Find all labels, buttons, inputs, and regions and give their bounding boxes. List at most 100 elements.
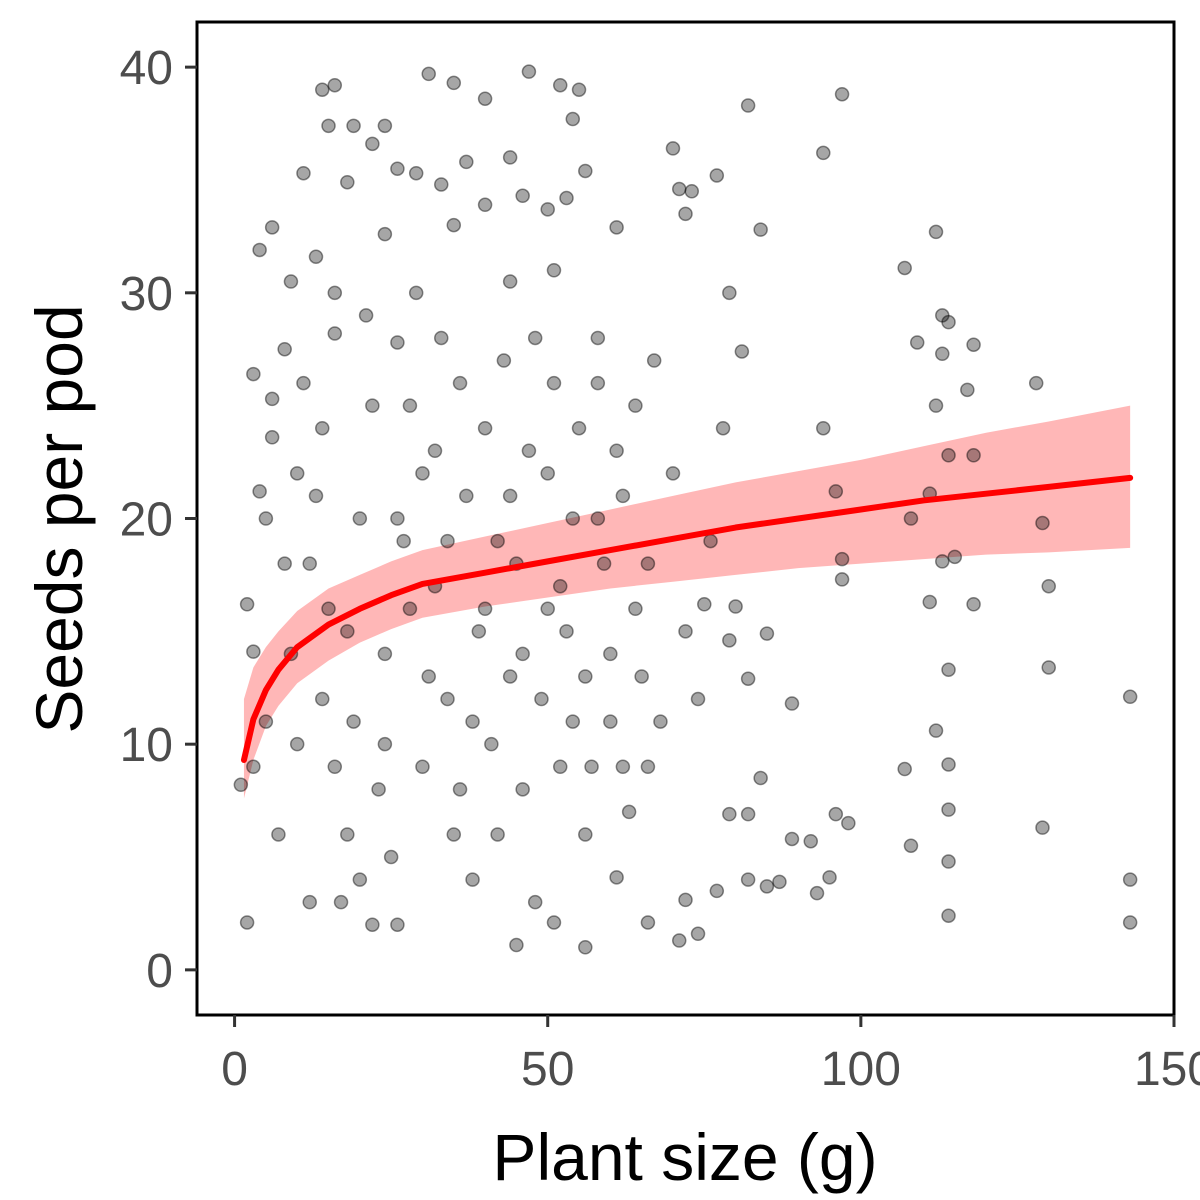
data-point <box>722 285 737 301</box>
data-point <box>609 870 624 885</box>
data-point <box>922 594 937 610</box>
y-tick-label: 20 <box>120 494 173 547</box>
data-point <box>390 511 405 526</box>
data-point <box>565 511 581 526</box>
data-point <box>941 854 956 869</box>
data-point <box>552 578 568 594</box>
y-tick-label: 10 <box>120 719 173 772</box>
data-point <box>684 184 700 199</box>
data-point <box>402 601 418 617</box>
data-point <box>377 646 393 662</box>
data-point <box>296 375 311 391</box>
data-point <box>246 366 261 382</box>
data-point <box>941 908 956 923</box>
data-point <box>678 206 693 222</box>
data-point <box>828 484 844 499</box>
data-point <box>289 466 305 481</box>
data-point <box>346 118 361 134</box>
data-point <box>321 601 336 617</box>
data-point <box>628 398 643 413</box>
data-point <box>340 174 355 190</box>
data-point <box>941 757 956 772</box>
data-point <box>671 933 687 948</box>
data-point <box>1122 689 1138 705</box>
data-point <box>327 285 343 301</box>
data-point <box>390 917 405 932</box>
data-point <box>665 141 681 156</box>
data-point <box>321 118 336 134</box>
data-point <box>283 274 299 289</box>
data-point <box>565 111 581 127</box>
data-point <box>709 168 725 183</box>
y-axis: 0 10 20 30 40 <box>120 42 197 998</box>
data-point <box>471 624 487 639</box>
data-point <box>834 572 850 587</box>
data-point <box>521 443 537 459</box>
data-point <box>396 533 411 549</box>
x-axis-title: Plant size (g) <box>492 1120 877 1194</box>
data-point <box>590 330 606 346</box>
data-point <box>634 669 649 684</box>
data-point <box>477 420 493 436</box>
data-point <box>1035 515 1050 531</box>
data-point <box>584 759 599 774</box>
data-point <box>465 872 480 887</box>
data-point <box>690 691 706 707</box>
fit-line-layer <box>240 474 1134 763</box>
data-point <box>722 806 737 822</box>
data-point <box>390 161 405 176</box>
data-point <box>834 86 850 102</box>
data-point <box>578 669 593 684</box>
data-point <box>534 691 549 707</box>
data-point <box>264 220 280 235</box>
data-point <box>239 597 255 612</box>
data-point <box>897 761 912 777</box>
data-point <box>809 885 825 901</box>
data-point <box>327 759 343 774</box>
data-point <box>365 136 380 152</box>
x-tick-label: 50 <box>521 1043 574 1096</box>
data-point <box>615 488 631 504</box>
data-point <box>515 646 530 662</box>
data-point <box>377 118 393 134</box>
data-point <box>903 838 919 853</box>
data-point <box>264 430 280 445</box>
data-point <box>740 872 756 887</box>
data-point <box>822 870 837 885</box>
data-point <box>271 827 286 842</box>
data-point <box>465 714 480 729</box>
y-tick-label: 40 <box>120 42 173 95</box>
data-point <box>784 831 800 847</box>
data-point <box>239 915 255 930</box>
points-layer <box>233 64 1138 955</box>
data-point <box>803 833 819 849</box>
data-point <box>578 940 593 955</box>
data-point <box>490 827 505 842</box>
data-point <box>709 883 725 899</box>
y-tick-label: 30 <box>120 268 173 321</box>
data-point <box>477 197 493 213</box>
data-point <box>277 556 292 571</box>
data-point <box>1028 375 1044 391</box>
data-point <box>527 894 543 910</box>
data-point <box>527 330 543 346</box>
data-point <box>333 894 349 910</box>
x-tick-label: 100 <box>821 1043 901 1096</box>
data-point <box>928 723 944 738</box>
data-point <box>1041 578 1056 594</box>
data-point <box>421 669 436 684</box>
data-point <box>315 691 330 707</box>
fit-line <box>240 474 1134 763</box>
data-point <box>596 556 612 571</box>
data-point <box>352 872 368 887</box>
data-point <box>690 926 706 942</box>
data-point <box>578 827 593 842</box>
data-point <box>941 802 956 817</box>
data-point <box>546 263 562 278</box>
data-point <box>340 624 355 639</box>
x-axis: 0 50 100 150 <box>221 1015 1200 1096</box>
data-point <box>571 82 587 97</box>
data-point <box>546 915 562 930</box>
data-point <box>571 420 587 436</box>
data-point <box>377 226 393 242</box>
